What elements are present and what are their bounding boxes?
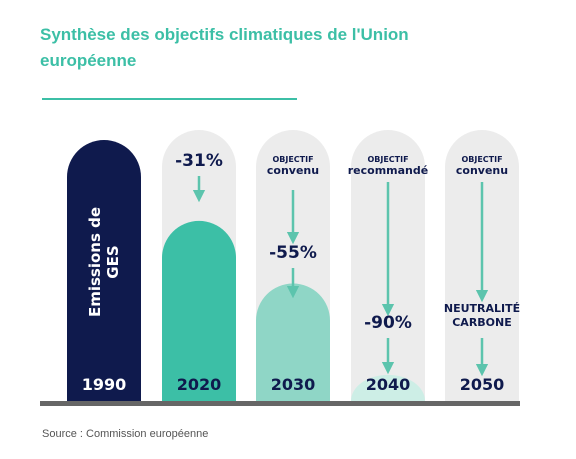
year-label-1990: 1990 bbox=[82, 375, 127, 394]
title-underline bbox=[42, 98, 297, 100]
chart-title: Synthèse des objectifs climatiques de l'… bbox=[40, 25, 409, 70]
year-label-2040: 2040 bbox=[366, 375, 411, 394]
annotation-tag-2040: OBJECTIF recommandé bbox=[348, 155, 428, 177]
annotation-value-2040: -90% bbox=[364, 313, 412, 333]
year-label-2020: 2020 bbox=[177, 375, 222, 394]
annotation-value-2020: -31% bbox=[175, 151, 223, 171]
annotation-value-2050: NEUTRALITÉ CARBONE bbox=[444, 302, 520, 329]
bar-2020 bbox=[162, 220, 236, 401]
source-note: Source : Commission européenne bbox=[42, 428, 209, 440]
chart-baseline bbox=[40, 401, 520, 406]
annotation-tag-2030: OBJECTIF convenu bbox=[267, 155, 319, 177]
year-label-2030: 2030 bbox=[271, 375, 316, 394]
bar-1990-label: Emissions deGES bbox=[86, 207, 122, 317]
bar-1990 bbox=[67, 140, 141, 401]
year-label-2050: 2050 bbox=[460, 375, 505, 394]
bar-2040 bbox=[351, 374, 425, 401]
bar-2030 bbox=[256, 283, 330, 401]
annotation-tag-2050: OBJECTIF convenu bbox=[456, 155, 508, 177]
annotation-value-2030: -55% bbox=[269, 243, 317, 263]
